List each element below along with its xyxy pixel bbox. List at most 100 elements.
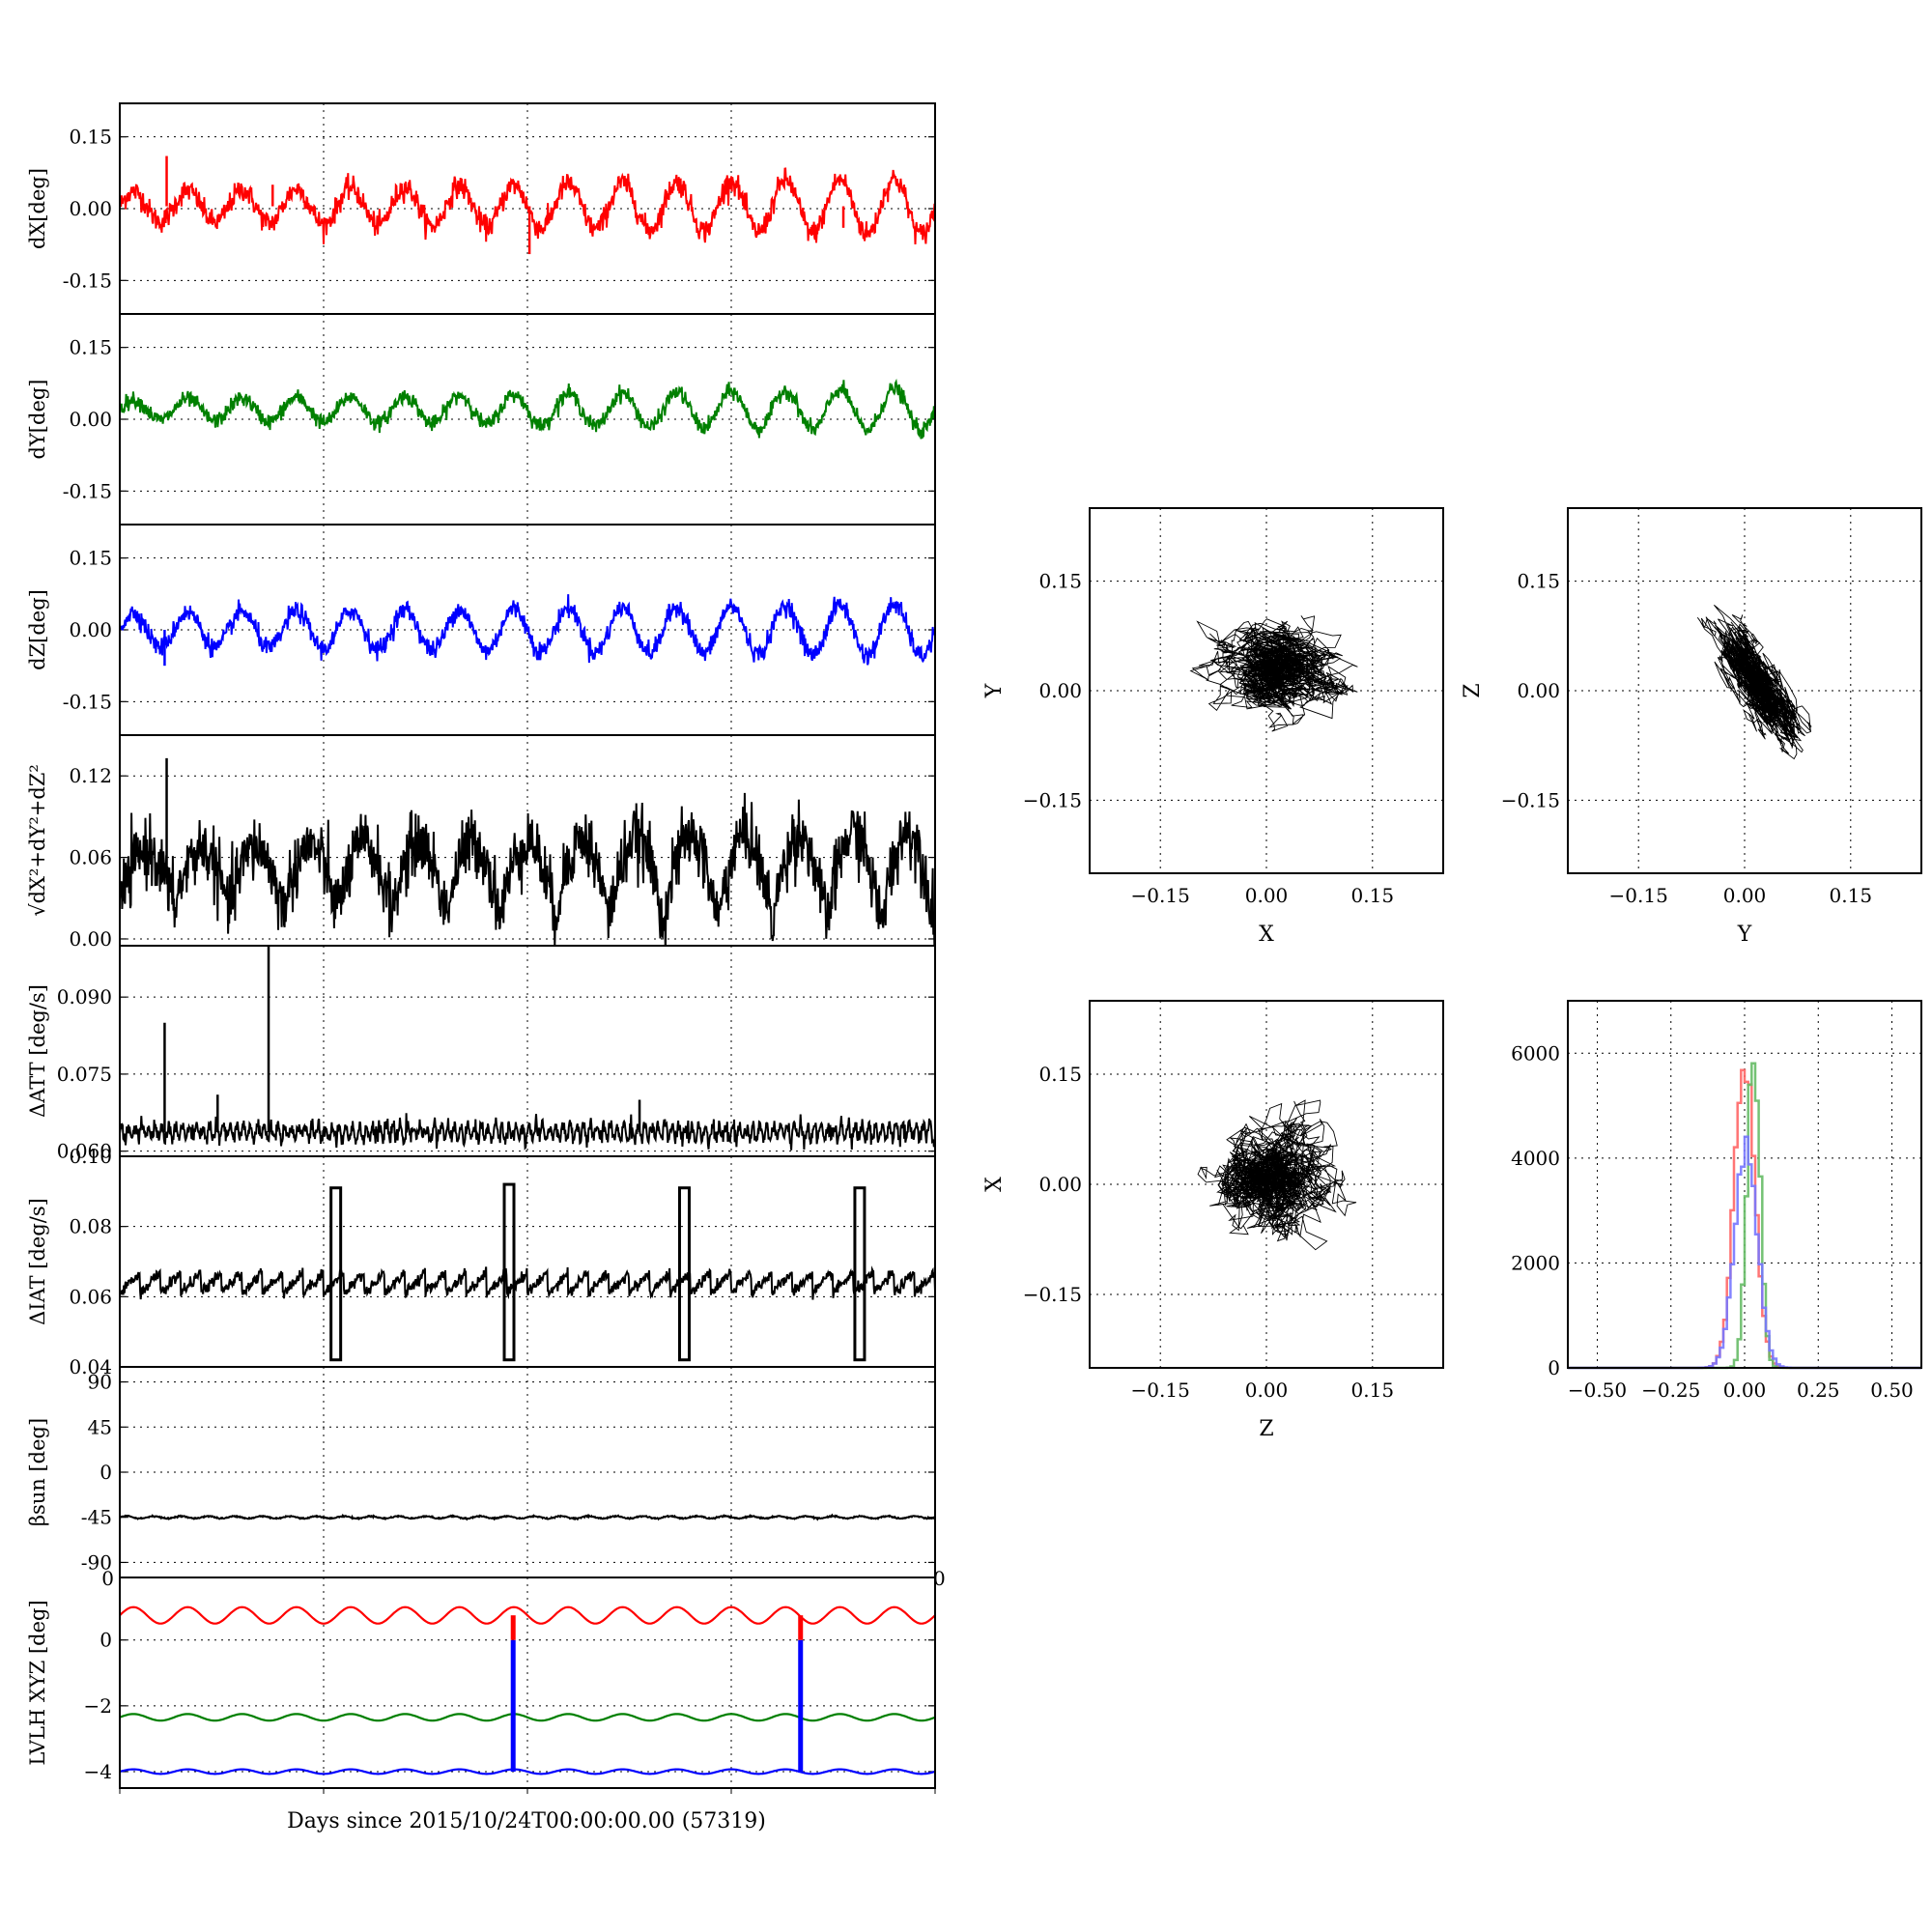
ylabel: Y [982, 683, 1007, 698]
time-series-stack: 0.15 0.00 -0.15 dX[deg] 0.15 0.00 -0.15 dY[deg]… [26, 102, 946, 1794]
line-dATT [120, 1113, 935, 1151]
ytick-label: −4 [84, 1760, 112, 1783]
ytick-label: 0.15 [1038, 570, 1082, 593]
burst [853, 1186, 867, 1362]
panel-beta_sun: 90 45 0 -45 -90 βsun [deg] [26, 1366, 936, 1578]
xtick-label: 0.25 [1797, 1378, 1840, 1402]
ytick-label: 0.06 [69, 1285, 112, 1308]
scatter-trace [1696, 604, 1812, 760]
plot-frame [1567, 507, 1922, 874]
ytick-label: 0.04 [69, 1355, 112, 1378]
ytick-label: 0.00 [1038, 679, 1082, 702]
plot-frame [1089, 507, 1444, 874]
ylabel-dY: dY[deg] [26, 379, 49, 459]
ylabel-dX: dX[deg] [26, 168, 49, 249]
ytick-label: 0.00 [69, 927, 112, 951]
xtick-label: −0.25 [1641, 1378, 1700, 1402]
line-X [120, 1605, 935, 1625]
scatter-trace [1197, 1099, 1357, 1251]
ytick-label: 0.00 [69, 197, 112, 220]
ytick-label: −0.15 [1501, 788, 1560, 811]
panel-dIAT: 0.10 0.08 0.06 0.04 ΔIAT [deg/s] [26, 1145, 936, 1378]
scatter-trace [1189, 615, 1358, 732]
ytick-label: 0 [99, 1461, 112, 1484]
histogram-panel: −0.50 −0.25 0.00 0.25 0.50 6000 4000 2000 0 [1511, 1000, 1922, 1402]
ylabel-dIAT: ΔIAT [deg/s] [26, 1198, 49, 1325]
scatter-XY: −0.15 0.15 0.00 0.00 0.15 −0.15 X Y [982, 507, 1444, 947]
panel-dATT: 0.090 0.075 0.060 ΔATT [deg/s] [26, 945, 936, 1163]
ytick-label: 90 [88, 1371, 112, 1394]
xtick-label: −0.50 [1568, 1378, 1627, 1402]
ylabel-dATT: ΔATT [deg/s] [26, 984, 49, 1118]
xtick-label: 0.50 [1870, 1378, 1914, 1402]
xtick-label: 0.00 [1245, 884, 1289, 907]
line-dY [120, 378, 935, 440]
x-axis-label: Days since 2015/10/24T00:00:00.00 (57319… [287, 1809, 766, 1833]
line-dX [120, 167, 935, 245]
panel-dY: 0.15 0.00 -0.15 dY[deg] [26, 313, 936, 526]
series-dY [120, 378, 935, 440]
xtick-label: 0.15 [1351, 884, 1395, 907]
ylabel: X [982, 1177, 1007, 1192]
ytick-label: -90 [81, 1550, 112, 1574]
ytick-label: 45 [88, 1415, 112, 1438]
xlabel: Z [1259, 1417, 1273, 1441]
ytick-label: 0.00 [1038, 1173, 1082, 1196]
ytick-label: -0.15 [63, 690, 112, 713]
ytick-label: -0.15 [63, 479, 112, 502]
xtick-label: 0.15 [1830, 884, 1873, 907]
ytick-label: 0.090 [57, 985, 112, 1009]
ytick-label: 0.06 [69, 846, 112, 869]
panel-frame [119, 1577, 936, 1789]
ytick-label: 0 [1548, 1356, 1560, 1379]
ytick-label: 6000 [1511, 1041, 1560, 1065]
ylabel-LVLH: LVLH XYZ [deg] [26, 1600, 49, 1765]
panel-frame [119, 1155, 936, 1368]
ytick-label: -45 [81, 1506, 112, 1529]
xtick-label: 0.15 [1351, 1378, 1395, 1402]
series-beta_sun [120, 1513, 935, 1521]
ytick-label: 0.075 [57, 1063, 112, 1086]
ylabel: Z [1461, 683, 1485, 697]
xtick-label: 0.00 [1245, 1378, 1289, 1402]
xlabel: Y [1737, 923, 1752, 947]
panel-norm: 0.12 0.06 0.00 √dX²+dY²+dZ² [26, 734, 936, 951]
xtick-label: 0.00 [1723, 1378, 1767, 1402]
ylabel-norm: √dX²+dY²+dZ² [26, 764, 49, 917]
series-dATT [120, 946, 935, 1151]
ytick-label: 0.15 [69, 547, 112, 570]
ytick-label: 0 [99, 1629, 112, 1652]
burst [329, 1186, 343, 1362]
panel-dZ: 0.15 0.00 -0.15 dZ[deg] [26, 524, 936, 736]
xlabel: X [1259, 923, 1274, 947]
plot-frame [1567, 1000, 1922, 1369]
line-norm [120, 792, 935, 946]
series-dZ [120, 594, 935, 667]
line-Z [120, 1768, 935, 1776]
ytick-label: −0.15 [1023, 1283, 1082, 1306]
xtick-label: 0.00 [1723, 884, 1767, 907]
ytick-label: −2 [84, 1694, 112, 1718]
series-dIAT [120, 1182, 935, 1362]
panel-LVLH: 0 −2 −4 LVLH XYZ [deg] 0 0 [26, 1567, 946, 1789]
ylabel-beta_sun: βsun [deg] [26, 1418, 49, 1526]
ytick-label: 4000 [1511, 1147, 1560, 1170]
line-beta_sun [120, 1513, 935, 1521]
ylabel-dZ: dZ[deg] [26, 589, 49, 670]
ytick-label: 0.00 [1517, 679, 1560, 702]
corner-tick: 0 [101, 1567, 114, 1590]
xtick-label: −0.15 [1609, 884, 1668, 907]
ytick-label: 2000 [1511, 1251, 1560, 1274]
series-dX [120, 156, 935, 255]
side-plots: −0.15 0.15 0.00 0.00 0.15 −0.15 X Y −0.15 0.15 0.0… [982, 507, 1922, 1441]
series-LVLH [120, 1605, 935, 1776]
ytick-label: 0.060 [57, 1140, 112, 1163]
scatter-YZ: −0.15 0.15 0.00 0.00 0.15 −0.15 Y Z [1461, 507, 1922, 947]
line-dIAT [120, 1265, 935, 1300]
xtick-label: −0.15 [1131, 884, 1190, 907]
line-dZ [120, 594, 935, 666]
ytick-label: 0.08 [69, 1215, 112, 1238]
ytick-label: 0.00 [69, 618, 112, 641]
burst [502, 1182, 516, 1362]
